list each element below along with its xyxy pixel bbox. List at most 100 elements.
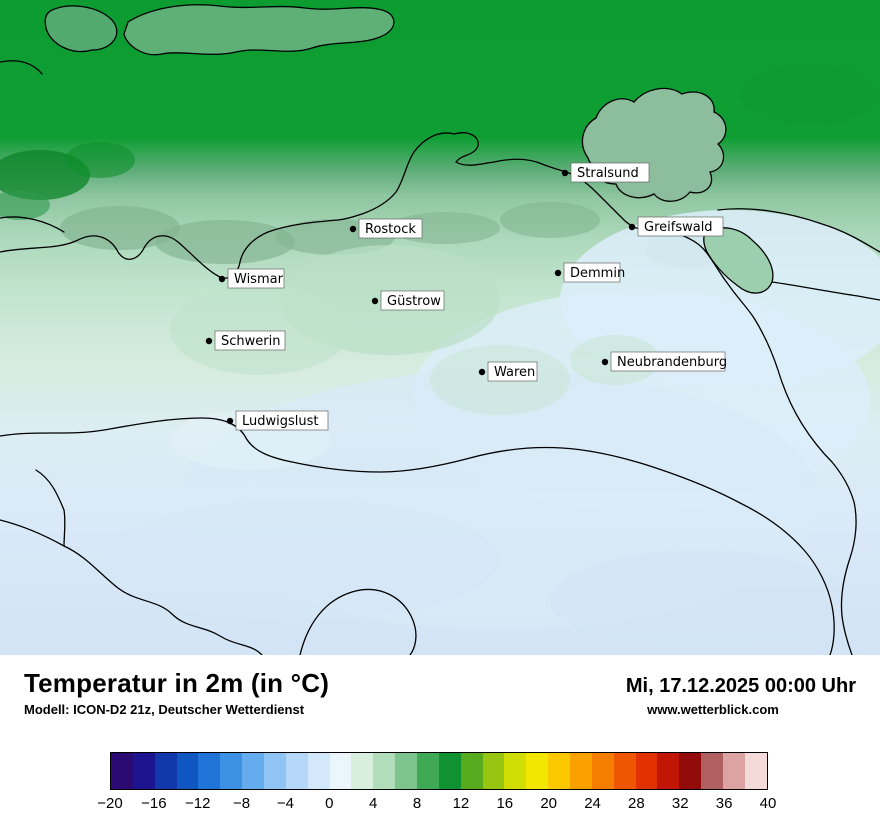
temperature-legend: −20 −16 −12 −8 −4 0 4 8 12 16 20 24 28 32 36 40 <box>97 752 776 817</box>
city-dot <box>226 417 234 425</box>
legend-tick-label: −12 <box>184 795 211 812</box>
city-dot <box>478 368 486 376</box>
temperature-map: Stralsund Rostock Greifswald Wismar Demmin Gü… <box>0 0 880 655</box>
city-label: Stralsund <box>577 166 639 181</box>
city-marker: Schwerin <box>205 330 286 351</box>
city-label: Waren <box>494 365 535 380</box>
legend-segment <box>351 753 374 789</box>
city-dot <box>371 297 379 305</box>
coast-fragment-luebeck-bay <box>0 216 65 233</box>
legend-tick-label: 20 <box>540 795 557 812</box>
city-label: Güstrow <box>387 294 441 309</box>
city-label-box <box>358 218 423 239</box>
city-label-box <box>610 351 726 372</box>
legend-tick-label: −16 <box>141 795 167 812</box>
datetime-cell: Mi, 17.12.2025 00:00 Uhr <box>570 675 856 698</box>
legend-segment <box>504 753 527 789</box>
coastline-mainland <box>0 132 857 655</box>
legend-segment <box>373 753 396 789</box>
legend-segment <box>460 753 483 789</box>
city-markers: Stralsund Rostock Greifswald Wismar Demmin Gü… <box>205 162 727 431</box>
legend-tick-label: 8 <box>412 795 422 812</box>
legend-tick-label: −4 <box>276 795 295 812</box>
city-label-box <box>227 268 285 289</box>
map-svg: Stralsund Rostock Greifswald Wismar Demmin Gü… <box>0 0 880 655</box>
legend-segment <box>679 753 702 789</box>
city-label-box <box>380 290 445 311</box>
city-marker: Demmin <box>554 262 625 283</box>
legend-segment <box>417 753 439 789</box>
legend-colorbar <box>110 752 768 790</box>
legend-segment <box>176 753 199 789</box>
city-marker: Neubrandenburg <box>601 351 727 372</box>
legend-segment <box>570 753 592 789</box>
coast-fragment-northeast <box>717 208 880 253</box>
city-dot <box>601 358 609 366</box>
city-label: Demmin <box>570 266 625 281</box>
legend-segment <box>635 753 658 789</box>
border-wedge-south <box>299 588 417 655</box>
island-north-large <box>123 4 395 56</box>
city-marker: Waren <box>478 361 538 382</box>
city-marker: Ludwigslust <box>226 410 329 431</box>
legend-segment <box>307 753 330 789</box>
city-label-box <box>637 216 724 237</box>
border-elbe-1 <box>0 519 263 655</box>
legend-segment <box>329 753 352 789</box>
website-label: www.wetterblick.com <box>647 702 779 717</box>
city-label: Neubrandenburg <box>617 355 727 370</box>
legend-segment <box>111 753 133 789</box>
city-label-box <box>214 330 286 351</box>
city-dot <box>349 225 357 233</box>
title-row: Temperatur in 2m (in °C) Mi, 17.12.2025 … <box>0 655 880 699</box>
city-label: Wismar <box>234 272 284 287</box>
legend-segment <box>154 753 177 789</box>
legend-tick-label: 24 <box>584 795 601 812</box>
legend-segment <box>242 753 265 789</box>
legend-segment <box>657 753 680 789</box>
legend-tick-label: 12 <box>452 795 470 812</box>
legend-tick-label: 16 <box>496 795 514 812</box>
city-marker: Güstrow <box>371 290 445 311</box>
coast-fragment-nw <box>0 60 43 75</box>
model-info: Modell: ICON-D2 21z, Deutscher Wetterdie… <box>24 702 305 717</box>
city-label-box <box>563 262 621 283</box>
legend-tick-label: −8 <box>233 795 251 812</box>
city-marker: Rostock <box>349 218 423 239</box>
legend-segment <box>613 753 636 789</box>
city-dot <box>205 337 213 345</box>
legend-tick-label: 28 <box>628 795 645 812</box>
city-dot <box>561 169 569 177</box>
legend-segment <box>723 753 745 789</box>
coast-fragment-east <box>771 281 880 301</box>
island-usedom <box>703 227 774 294</box>
legend-segment <box>482 753 505 789</box>
legend-tick-label: 40 <box>759 795 777 812</box>
city-label: Schwerin <box>221 334 280 349</box>
legend-segment <box>548 753 571 789</box>
city-label: Ludwigslust <box>242 414 319 429</box>
city-dot <box>554 269 562 277</box>
legend-tick-label: 0 <box>325 795 334 812</box>
city-label-box <box>235 410 329 431</box>
city-label-box <box>487 361 538 382</box>
city-dot <box>218 275 226 283</box>
legend-tick-label: 32 <box>671 795 689 812</box>
legend-tick-label: 36 <box>715 795 733 812</box>
legend-tick-labels: −20 −16 −12 −8 −4 0 4 8 12 16 20 24 28 32 36 40 <box>97 795 776 817</box>
legend-segment <box>198 753 221 789</box>
city-dot <box>628 223 636 231</box>
legend-tick-label: 4 <box>369 795 378 812</box>
page-title: Temperatur in 2m (in °C) <box>24 668 330 698</box>
city-marker: Wismar <box>218 268 285 289</box>
city-label: Rostock <box>365 222 416 237</box>
forecast-datetime: Mi, 17.12.2025 00:00 Uhr <box>625 675 856 697</box>
info-panel: Temperatur in 2m (in °C) Mi, 17.12.2025 … <box>0 655 880 830</box>
legend-segment <box>744 753 767 789</box>
city-label: Greifswald <box>644 220 713 235</box>
island-north-small <box>44 5 118 53</box>
legend-segment <box>395 753 418 789</box>
legend-tick-label: −20 <box>97 795 123 812</box>
city-label-box <box>570 162 650 183</box>
